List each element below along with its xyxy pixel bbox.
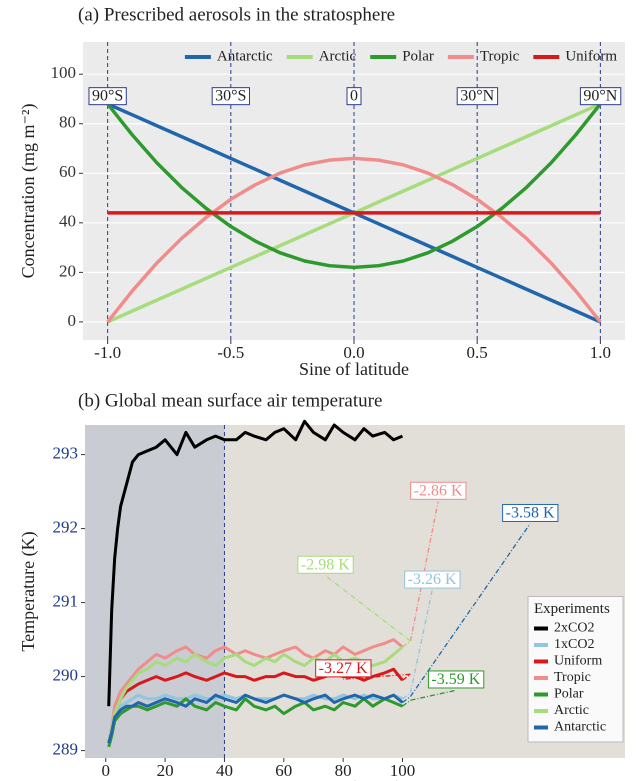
annotation-box xyxy=(404,570,461,589)
x-tick-label: 100 xyxy=(390,761,416,780)
series-line xyxy=(106,156,602,324)
annotation: -3.59 K xyxy=(431,671,480,688)
x-tick-label: 1.0 xyxy=(590,343,611,362)
y-tick-label: 293 xyxy=(53,444,79,463)
annotation-box xyxy=(427,670,485,689)
y-axis-title: Temperature (K) xyxy=(18,531,39,651)
x-tick-label: 0.0 xyxy=(343,343,364,362)
y-tick-label: 0 xyxy=(68,311,77,330)
latitude-label: 0 xyxy=(350,88,358,105)
annotation: -2.86 K xyxy=(414,482,463,499)
legend-label: Arctic xyxy=(554,703,589,718)
latitude-label-box xyxy=(211,87,250,106)
annotation-box xyxy=(502,503,559,522)
legend-label: Tropic xyxy=(480,48,520,64)
x-tick-label: 20 xyxy=(157,761,174,780)
y-tick-label: 20 xyxy=(59,261,76,280)
latitude-label: 30°S xyxy=(215,88,246,105)
x-tick-label: -0.5 xyxy=(217,343,244,362)
y-tick-label: 289 xyxy=(53,740,79,759)
legend-label: 1xCO2 xyxy=(554,637,594,652)
latitude-label-box xyxy=(346,87,362,106)
x-axis-title: Sine of latitude xyxy=(299,359,409,379)
annotation-box xyxy=(297,555,354,574)
y-tick-label: 292 xyxy=(53,518,79,537)
annotation: -3.26 K xyxy=(408,571,457,588)
legend-label: Antarctic xyxy=(554,720,606,735)
y-tick-label: 40 xyxy=(59,212,76,231)
latitude-label: 90°S xyxy=(92,88,123,105)
annotation-arrow xyxy=(324,575,412,648)
y-tick-label: 100 xyxy=(51,63,77,82)
series-line xyxy=(107,419,404,707)
x-tick-label: 0.5 xyxy=(467,343,488,362)
legend-label: Polar xyxy=(402,48,434,64)
x-tick-label: 80 xyxy=(335,761,352,780)
latitude-label: 30°N xyxy=(460,88,494,105)
y-tick-label: 80 xyxy=(59,113,76,132)
annotation: -2.98 K xyxy=(301,556,350,573)
latitude-label-box xyxy=(88,87,127,106)
annotation-arrow xyxy=(402,689,457,707)
x-tick-label: 0 xyxy=(102,761,111,780)
panel-title: (b) Global mean surface air temperature xyxy=(78,390,382,411)
x-tick-label: -1.0 xyxy=(94,343,121,362)
y-tick-label: 291 xyxy=(53,592,79,611)
annotation-box xyxy=(315,659,372,678)
panel-title: (a) Prescribed aerosols in the stratosph… xyxy=(78,4,395,25)
x-tick-label: 60 xyxy=(275,761,292,780)
legend-label: Arctic xyxy=(319,48,357,64)
y-axis-title: Concentration (mg m⁻²) xyxy=(18,104,39,279)
legend-title: Experiments xyxy=(534,601,610,617)
latitude-label: 90°N xyxy=(583,88,617,105)
latitude-label-box xyxy=(456,87,499,106)
annotation-box xyxy=(410,481,467,500)
x-axis-title: Time (Years) xyxy=(308,777,402,781)
legend-label: 2xCO2 xyxy=(554,621,594,636)
legend-label: Tropic xyxy=(554,670,591,685)
annotation: -3.27 K xyxy=(319,660,368,677)
series-line xyxy=(106,102,602,270)
series-line xyxy=(107,693,404,744)
y-tick-label: 60 xyxy=(59,162,76,181)
legend-label: Uniform xyxy=(554,654,602,669)
annotation-arrow xyxy=(402,590,433,700)
annotation: -3.58 K xyxy=(506,504,555,521)
legend-box xyxy=(527,596,624,743)
annotation-arrow xyxy=(343,673,413,681)
legend-label: Polar xyxy=(554,687,584,702)
latitude-label-box xyxy=(579,87,622,106)
legend-label: Antarctic xyxy=(217,48,273,64)
x-tick-label: 40 xyxy=(216,761,233,780)
annotation-arrow xyxy=(402,523,531,704)
y-tick-label: 290 xyxy=(53,666,79,685)
legend-label: Uniform xyxy=(565,48,617,64)
